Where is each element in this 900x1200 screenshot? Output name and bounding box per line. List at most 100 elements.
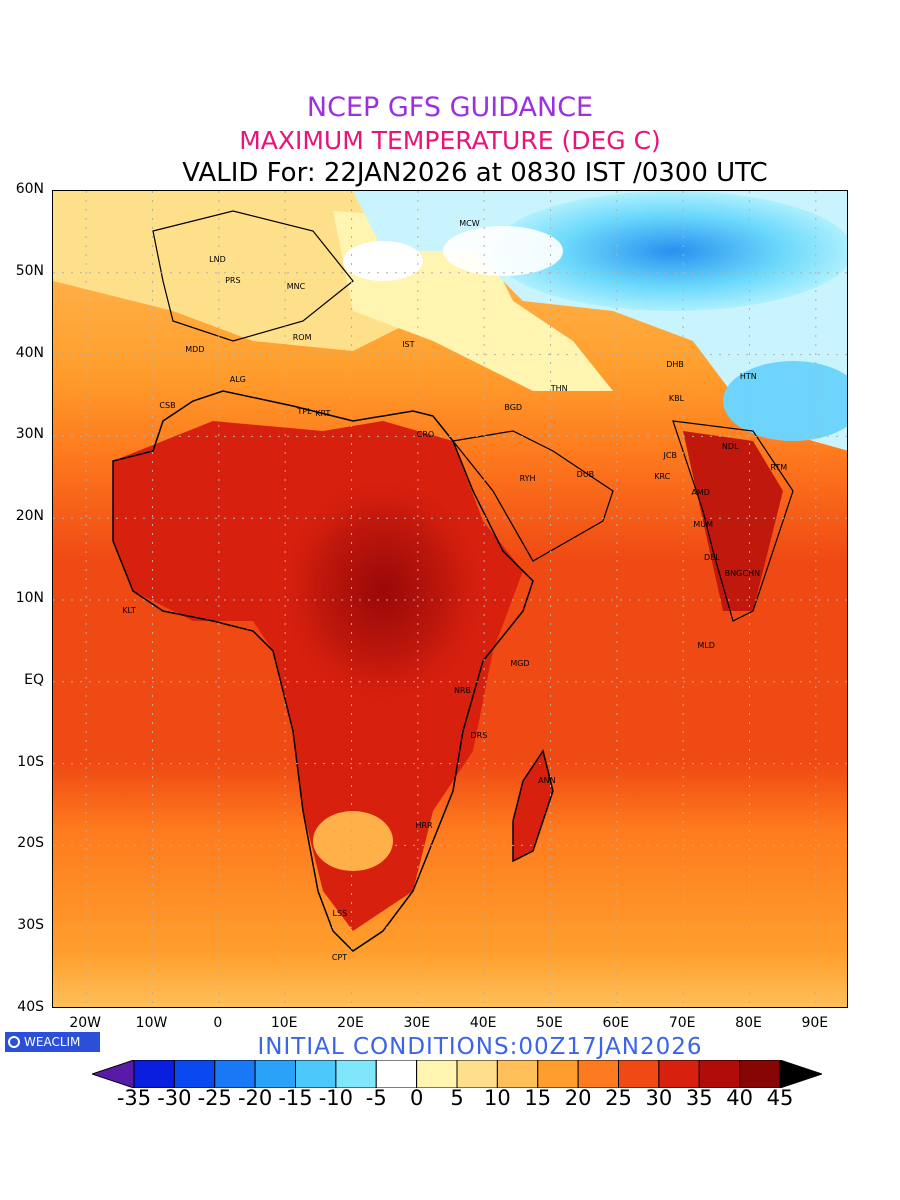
city-label: PRS <box>225 275 241 285</box>
colorbar-under-triangle <box>92 1060 135 1088</box>
city-label: MLD <box>697 641 715 651</box>
colorbar-tick-label: -30 <box>157 1086 192 1110</box>
city-label: BNG <box>724 569 743 579</box>
lon-label: 30E <box>403 1015 431 1031</box>
colorbar-segment <box>214 1060 256 1088</box>
colorbar-segment <box>173 1060 216 1088</box>
field-title: MAXIMUM TEMPERATURE (DEG C) <box>239 126 661 155</box>
colorbar-over-triangle <box>779 1060 822 1088</box>
near-zero-zone-2 <box>343 241 423 281</box>
lon-label: 20E <box>337 1015 364 1031</box>
city-label: LND <box>209 254 226 264</box>
lat-label: 10N <box>15 590 44 606</box>
colorbar-segment <box>416 1060 458 1088</box>
city-label: MDD <box>185 345 205 355</box>
city-label: THN <box>550 383 568 393</box>
color-scale-bar <box>92 1060 822 1088</box>
city-label: DEL <box>704 553 720 563</box>
lon-label: 70E <box>668 1015 696 1031</box>
city-label: KBL <box>668 393 685 403</box>
city-label: IST <box>402 340 415 350</box>
city-label: CSB <box>159 400 176 410</box>
colorbar-segment <box>739 1060 781 1088</box>
city-label: DHB <box>666 360 684 370</box>
colorbar-tick-label: 35 <box>685 1086 713 1110</box>
cold-zone-russia <box>493 191 847 311</box>
colorbar-tick-label: -20 <box>237 1086 273 1110</box>
lon-label: 10E <box>270 1015 298 1031</box>
colorbar-segment <box>254 1060 296 1088</box>
lat-label: 20N <box>15 508 44 525</box>
lon-label: 20W <box>69 1015 101 1031</box>
colorbar-tick-label: -10 <box>318 1086 354 1110</box>
city-label: DUB <box>576 469 595 479</box>
lon-label: 60E <box>602 1015 630 1031</box>
colorbar-tick-label: 30 <box>645 1086 673 1110</box>
lon-label: 80E <box>735 1015 762 1031</box>
city-label: NDL <box>721 441 739 451</box>
city-label: CHN <box>742 568 761 578</box>
city-label: KLT <box>122 606 136 616</box>
colorbar-tick-label: 15 <box>524 1086 552 1110</box>
lat-label: EQ <box>24 671 44 688</box>
europe-outline <box>152 210 354 342</box>
city-label: MNC <box>286 282 306 292</box>
city-label: HTN <box>739 372 757 382</box>
city-label: KRT <box>315 409 331 419</box>
africa-coastline <box>112 390 534 952</box>
lat-label: 30N <box>15 426 44 443</box>
colorbar-tick-label: -5 <box>365 1086 387 1110</box>
city-label: CPT <box>331 953 348 963</box>
lat-label: 40N <box>15 344 44 361</box>
colorbar-tick-label: 45 <box>766 1086 794 1110</box>
city-label: AMD <box>691 487 710 497</box>
lat-label: 20S <box>17 835 44 852</box>
lon-label: 0 <box>213 1015 223 1031</box>
india-hot-zone <box>683 431 783 611</box>
colorbar-tick-label: -25 <box>197 1086 232 1110</box>
valid-time: VALID For: 22JAN2026 at 0830 IST /0300 U… <box>182 158 768 188</box>
city-label: RYH <box>519 473 536 483</box>
colorbar-segment <box>537 1060 579 1088</box>
colorbar-segment <box>456 1060 498 1088</box>
colorbar-tick-label: 25 <box>605 1086 632 1110</box>
colorbar-segment <box>577 1060 619 1088</box>
colorbar-segment <box>496 1060 539 1088</box>
lat-label: 60N <box>15 181 44 197</box>
city-label: MCW <box>459 219 480 229</box>
city-label: ROM <box>292 333 312 343</box>
colorbar-tick-label: 10 <box>484 1086 511 1110</box>
lon-label: 50E <box>536 1015 563 1031</box>
city-label: TPL <box>297 406 312 416</box>
colorbar-segment <box>375 1060 418 1088</box>
temperature-map <box>52 190 848 1008</box>
map-svg <box>53 191 847 1007</box>
lon-label: 10W <box>135 1015 168 1031</box>
colorbar-tick-label: 0 <box>409 1086 424 1110</box>
lat-label: 50N <box>15 262 44 279</box>
colorbar-tick-label: 40 <box>726 1086 753 1110</box>
lat-label: 30S <box>17 917 44 934</box>
initial-conditions: INITIAL CONDITIONS:00Z17JAN2026 <box>257 1034 703 1060</box>
lon-label: 40E <box>469 1015 497 1031</box>
city-label: HRR <box>415 821 433 831</box>
city-label: MGD <box>510 659 530 669</box>
logo-icon <box>8 1036 20 1048</box>
kalahari-cool-patch <box>313 811 393 871</box>
city-label: JCB <box>663 450 677 460</box>
city-label: NRB <box>453 686 471 696</box>
city-label: ALG <box>229 374 246 384</box>
product-title: NCEP GFS GUIDANCE <box>306 92 594 123</box>
city-label: ANN <box>538 776 556 786</box>
city-label: RTM <box>770 463 788 473</box>
city-label: LSS <box>332 908 348 918</box>
city-label: CRO <box>416 430 435 440</box>
colorbar-segment <box>295 1060 337 1088</box>
lat-lon-grid <box>53 191 847 1007</box>
city-label: KRC <box>654 472 671 482</box>
weaclim-logo: WEACLIM <box>5 1032 100 1052</box>
arabia-outline <box>451 430 614 562</box>
near-zero-zone <box>443 226 563 276</box>
colorbar-segment <box>658 1060 700 1088</box>
colorbar-tick-label: 5 <box>450 1086 464 1110</box>
